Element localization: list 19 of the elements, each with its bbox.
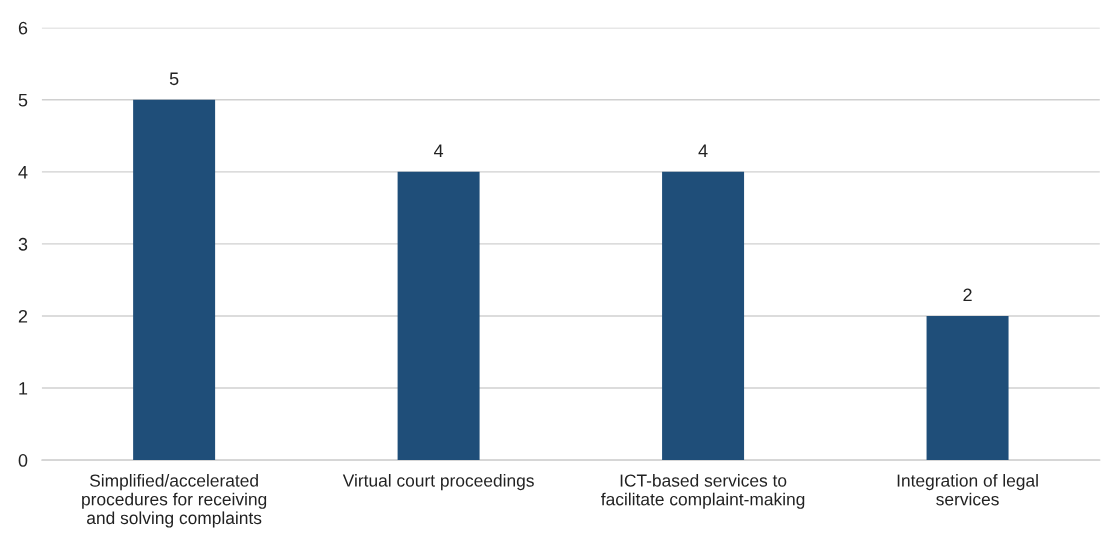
y-tick-label: 2 — [18, 309, 28, 323]
bar — [397, 171, 480, 461]
data-label: 2 — [963, 288, 972, 302]
data-label: 4 — [433, 144, 444, 158]
data-label: 5 — [169, 72, 179, 86]
y-tick-label: 1 — [19, 382, 28, 395]
x-tick-label: Integration of legal services — [897, 473, 1038, 506]
data-label: 4 — [698, 144, 708, 158]
x-tick-label: Virtual court proceedings — [342, 473, 534, 491]
y-tick-label: 5 — [18, 93, 28, 107]
bar — [662, 171, 745, 461]
bar — [926, 315, 1009, 461]
x-tick-label: ICT-based services to facilitate complaint-making — [601, 473, 805, 509]
y-tick-label: 6 — [18, 21, 28, 35]
y-tick-label: 4 — [18, 165, 28, 179]
y-tick-label: 3 — [18, 237, 28, 251]
x-tick-label: Simplified/accelerated procedures for receiving and solving complaints — [82, 473, 267, 528]
y-tick-label: 0 — [18, 454, 28, 467]
bar — [133, 99, 216, 461]
